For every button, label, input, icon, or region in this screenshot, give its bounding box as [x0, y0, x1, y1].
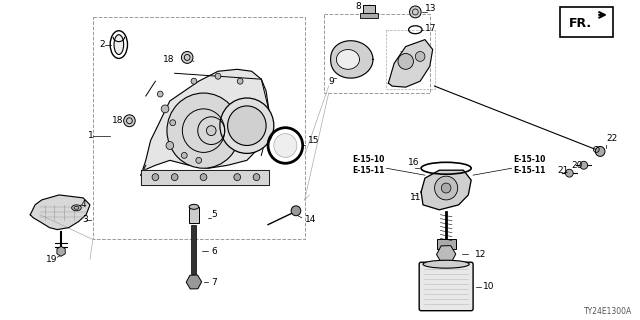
Circle shape: [215, 73, 221, 79]
Circle shape: [435, 176, 458, 200]
Polygon shape: [421, 170, 471, 210]
Text: 12: 12: [475, 250, 486, 259]
Text: 18: 18: [112, 116, 124, 125]
Circle shape: [442, 183, 451, 193]
Circle shape: [181, 152, 187, 158]
Text: 1: 1: [88, 131, 94, 140]
Bar: [324, 14, 430, 93]
Polygon shape: [141, 69, 269, 175]
Text: 6: 6: [211, 247, 217, 256]
Circle shape: [181, 52, 193, 63]
Text: 7: 7: [211, 277, 217, 286]
Circle shape: [152, 174, 159, 180]
Circle shape: [291, 206, 301, 216]
Circle shape: [228, 106, 266, 146]
Circle shape: [200, 174, 207, 180]
FancyBboxPatch shape: [419, 262, 473, 311]
Bar: [191, 225, 196, 274]
Circle shape: [167, 93, 240, 168]
Bar: [189, 207, 199, 223]
Circle shape: [580, 161, 588, 169]
Text: 16: 16: [408, 158, 419, 167]
Text: E-15-10
E-15-11: E-15-10 E-15-11: [352, 155, 385, 175]
Polygon shape: [331, 41, 373, 78]
Circle shape: [170, 120, 175, 126]
Text: 19: 19: [45, 255, 57, 264]
Bar: [436, 239, 456, 249]
Circle shape: [566, 169, 573, 177]
Circle shape: [410, 6, 421, 18]
Bar: [364, 5, 375, 13]
Circle shape: [253, 174, 260, 180]
Circle shape: [234, 174, 241, 180]
Text: 2: 2: [100, 40, 105, 49]
Bar: [93, 17, 305, 239]
Ellipse shape: [72, 205, 81, 211]
Circle shape: [274, 134, 297, 157]
Ellipse shape: [423, 260, 469, 268]
Circle shape: [161, 105, 169, 113]
Polygon shape: [337, 50, 360, 69]
Circle shape: [398, 53, 413, 69]
Circle shape: [220, 98, 274, 153]
Text: 11: 11: [410, 193, 421, 203]
Text: 10: 10: [483, 283, 494, 292]
Text: 5: 5: [211, 210, 217, 219]
Circle shape: [415, 52, 425, 61]
Circle shape: [196, 157, 202, 163]
Circle shape: [124, 115, 135, 127]
Text: 14: 14: [305, 215, 316, 224]
Bar: [360, 13, 378, 18]
Circle shape: [237, 78, 243, 84]
Circle shape: [207, 126, 216, 136]
Text: 15: 15: [307, 136, 319, 145]
Text: 18: 18: [163, 55, 175, 64]
Polygon shape: [388, 40, 433, 87]
Circle shape: [191, 78, 197, 84]
Text: 9: 9: [329, 77, 335, 86]
Text: 8: 8: [356, 3, 362, 12]
Text: TY24E1300A: TY24E1300A: [584, 307, 632, 316]
Text: E-15-10
E-15-11: E-15-10 E-15-11: [513, 155, 546, 175]
Ellipse shape: [114, 35, 124, 54]
Ellipse shape: [189, 204, 199, 209]
Text: 22: 22: [606, 134, 617, 143]
Circle shape: [595, 147, 605, 156]
Text: 21: 21: [558, 166, 569, 175]
Circle shape: [157, 91, 163, 97]
Bar: [387, 30, 435, 89]
Text: FR.: FR.: [570, 17, 593, 30]
Bar: [560, 7, 612, 37]
Text: 4: 4: [81, 200, 86, 209]
Text: 13: 13: [425, 4, 436, 13]
Polygon shape: [141, 170, 269, 185]
Circle shape: [172, 174, 178, 180]
Circle shape: [166, 141, 173, 149]
Text: 20: 20: [572, 161, 582, 170]
Text: 17: 17: [425, 24, 436, 33]
Polygon shape: [30, 195, 90, 229]
Text: 3: 3: [83, 215, 88, 224]
